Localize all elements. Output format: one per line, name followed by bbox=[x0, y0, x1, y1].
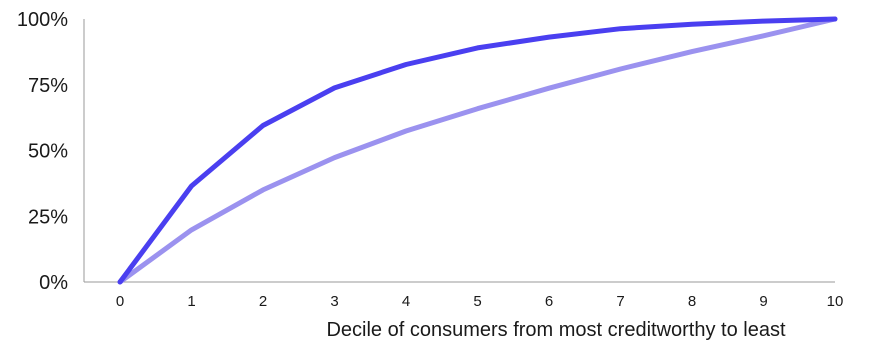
y-tick-label: 50% bbox=[28, 141, 68, 163]
y-tick-label: 75% bbox=[28, 75, 68, 97]
x-tick-label: 2 bbox=[259, 293, 267, 310]
x-tick-label: 1 bbox=[187, 293, 195, 310]
series-line-light bbox=[117, 16, 838, 285]
x-tick-label: 4 bbox=[402, 293, 410, 310]
y-tick-label: 25% bbox=[28, 206, 68, 228]
x-tick-label: 7 bbox=[616, 293, 624, 310]
y-tick-label: 100% bbox=[17, 9, 68, 31]
series-line-dark bbox=[117, 16, 838, 285]
y-tick-label: 0% bbox=[39, 272, 68, 294]
x-tick-label: 6 bbox=[545, 293, 553, 310]
x-tick-label: 8 bbox=[688, 293, 696, 310]
x-axis-title: Decile of consumers from most creditwort… bbox=[326, 319, 785, 341]
x-axis: 0 1 2 3 4 5 6 7 8 9 10 bbox=[84, 281, 844, 310]
y-axis: 0% 25% 50% 75% 100% bbox=[17, 9, 85, 294]
x-tick-label: 9 bbox=[759, 293, 767, 310]
x-tick-label: 3 bbox=[330, 293, 338, 310]
x-tick-label: 10 bbox=[827, 293, 844, 310]
series-layer bbox=[117, 16, 838, 285]
x-tick-label: 0 bbox=[116, 293, 124, 310]
x-tick-label: 5 bbox=[473, 293, 481, 310]
